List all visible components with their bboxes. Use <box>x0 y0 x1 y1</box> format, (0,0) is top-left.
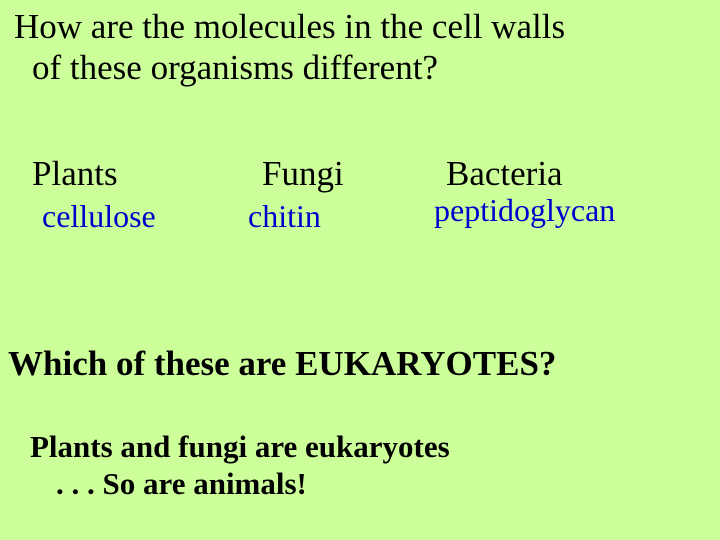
answer-2-line-1: Plants and fungi are eukaryotes <box>30 428 450 465</box>
answer-2: Plants and fungi are eukaryotes . . . So… <box>30 428 450 502</box>
question-1-line-2: of these organisms different? <box>14 47 565 88</box>
question-2: Which of these are EUKARYOTES? <box>8 344 556 384</box>
column-bacteria: Bacteria peptidoglycan <box>446 154 627 229</box>
answer-2-line-2: . . . So are animals! <box>30 465 450 502</box>
question-1-line-1: How are the molecules in the cell walls <box>14 6 565 47</box>
heading-plants: Plants <box>32 154 156 194</box>
answer-fungi: chitin <box>244 198 344 235</box>
question-1: How are the molecules in the cell walls … <box>14 6 565 89</box>
answer-bacteria: peptidoglycan <box>434 192 615 229</box>
answer-plants: cellulose <box>32 198 156 235</box>
column-fungi: Fungi chitin <box>244 154 344 235</box>
heading-fungi: Fungi <box>244 154 344 194</box>
heading-bacteria: Bacteria <box>446 154 627 194</box>
column-plants: Plants cellulose <box>32 154 156 235</box>
